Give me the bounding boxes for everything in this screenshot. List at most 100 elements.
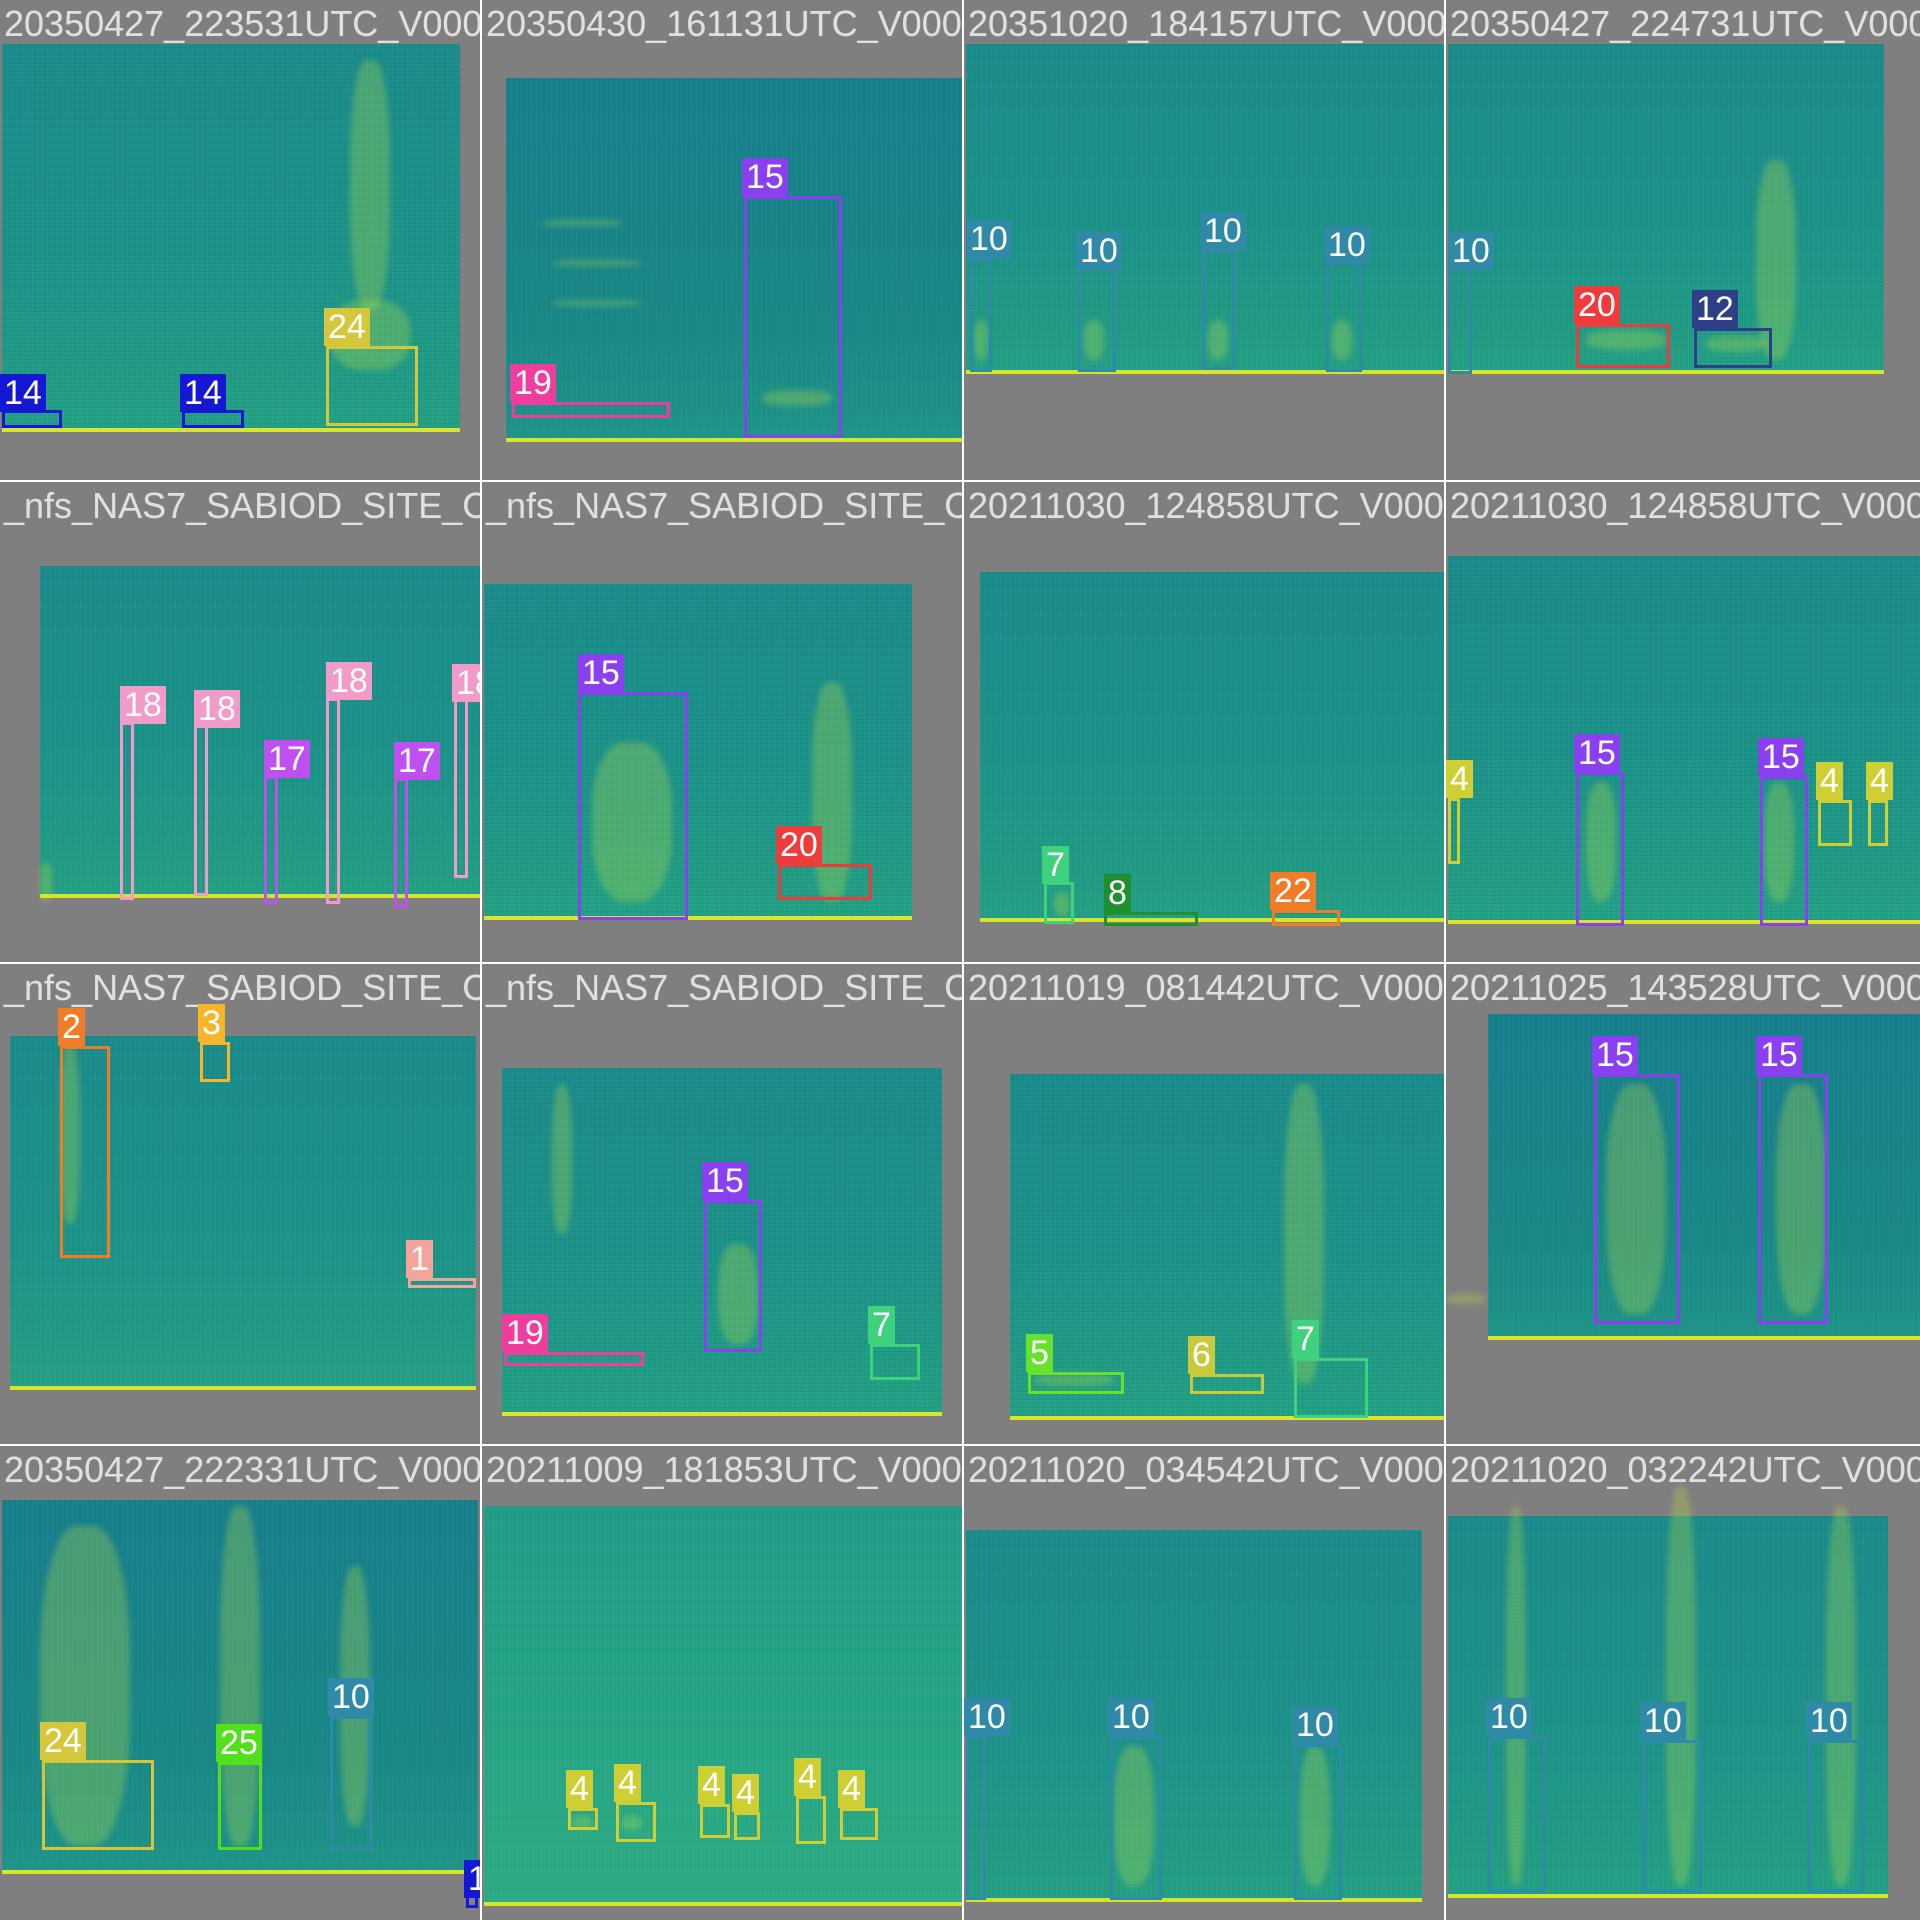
call-trace (1776, 1084, 1826, 1314)
call-trace (718, 1244, 758, 1344)
call-trace (350, 60, 390, 310)
spectrogram-baseline (502, 1412, 942, 1416)
tile-filename: 20211020_032242UTC_V00031.wav_24.jpg (1450, 1449, 1920, 1490)
call-trace (552, 260, 642, 266)
detection-box (1642, 1740, 1702, 1892)
call-trace (1666, 1486, 1696, 1886)
detection-label: 10 (1324, 226, 1370, 264)
detection-box (568, 1808, 598, 1830)
detection-label: 10 (964, 1698, 1010, 1736)
mosaic-tile: 20211025_143528UTC_V00031.wav_12.jpg 15 15 (1446, 964, 1920, 1444)
spectrogram (2, 1500, 478, 1874)
detection-box (700, 1804, 730, 1838)
detection-label: 14 (464, 1860, 480, 1898)
tile-filename: _nfs_NAS7_SABIOD_SITE_CARIMAM_DATA_HUMPB… (486, 485, 962, 526)
detection-box (326, 698, 340, 904)
detection-label: 24 (324, 308, 370, 346)
detection-label: 18 (194, 690, 240, 728)
mosaic-tile: 20350427_222331UTC_V00031.wav_13.jpg 24 25… (0, 1446, 480, 1920)
spectrogram (506, 78, 962, 442)
tile-filename: 20350427_223531UTC_V00031.wav_03.jpg (4, 3, 480, 44)
detection-label: 4 (1866, 762, 1893, 800)
detection-box (1326, 262, 1362, 372)
detection-label: 10 (1108, 1698, 1154, 1736)
detection-box (1760, 776, 1808, 926)
mosaic-tile: _nfs_NAS7_SABIOD_SITE_CARIMAM_DATA_HUMPB… (0, 964, 480, 1444)
detection-box (796, 1796, 826, 1844)
detection-box (1818, 800, 1852, 846)
detection-label: 15 (1756, 1036, 1802, 1074)
detection-label: 8 (1104, 874, 1131, 912)
spectrogram-baseline (506, 438, 962, 442)
detection-label: 4 (566, 1770, 593, 1808)
spectrogram-baseline (1448, 370, 1884, 374)
mosaic-tile: 20350430_161131UTC_V00031.wav_13.jpg 15 19 (482, 0, 962, 480)
spectrogram (1448, 556, 1920, 924)
detection-label: 10 (966, 220, 1012, 258)
detection-box (616, 1802, 656, 1842)
detection-label: 14 (180, 374, 226, 412)
call-trace (40, 862, 52, 902)
detection-label: 17 (264, 740, 310, 778)
spectrogram-baseline (10, 1386, 476, 1390)
mosaic-tile: 20350427_224731UTC_V00031.wav_13.jpg 10 20… (1446, 0, 1920, 480)
call-trace (1826, 1506, 1856, 1886)
call-trace (40, 1526, 130, 1846)
spectrogram (40, 566, 480, 898)
detection-box (744, 196, 842, 438)
detection-label: 25 (216, 1724, 262, 1762)
detection-box (1078, 260, 1116, 372)
detection-label: 10 (1200, 212, 1246, 250)
spectrogram-baseline (1448, 1894, 1888, 1898)
detection-box (42, 1760, 154, 1850)
detection-box (1808, 1740, 1864, 1892)
mosaic-tile: _nfs_NAS7_SABIOD_SITE_CARIMAM_DATA_HUMPB… (0, 482, 480, 962)
call-trace (542, 220, 622, 226)
spectrogram-baseline (484, 916, 912, 920)
tile-filename: _nfs_NAS7_SABIOD_SITE_CARIMAM_DATA_HUMPB… (4, 967, 480, 1008)
detection-box (454, 698, 468, 878)
detection-label: 4 (794, 1758, 821, 1796)
detection-label: 4 (698, 1766, 725, 1804)
detection-box (1272, 910, 1340, 926)
detection-box (200, 1042, 230, 1082)
tile-filename: 20211009_181853UTC_V00031.wav_18.jpg (486, 1449, 962, 1490)
tile-filename: 20351020_184157UTC_V00031.wav_05.jpg (968, 3, 1444, 44)
spectrogram-baseline (2, 1870, 478, 1874)
mosaic-tile: _nfs_NAS7_SABIOD_SITE_CARIMAM_DATA_HUMPB… (482, 482, 962, 962)
detection-label: 17 (394, 742, 440, 780)
detection-box (704, 1200, 762, 1352)
tile-filename: 20211030_124858UTC_V00031.wav_18.jpg (1450, 485, 1920, 526)
spectrogram-baseline (40, 894, 480, 898)
detection-label: 15 (1592, 1036, 1638, 1074)
detection-box (1448, 262, 1472, 374)
detection-label: 15 (702, 1162, 748, 1200)
detection-label: 10 (1076, 232, 1122, 270)
detection-label: 14 (0, 374, 46, 412)
detection-label: 4 (614, 1764, 641, 1802)
detection-box (1594, 1074, 1680, 1324)
mosaic-tile: 20211030_124858UTC_V00031.wav_12.jpg 78 22 (964, 482, 1444, 962)
detection-box (1028, 1372, 1124, 1394)
spectrogram (502, 1068, 942, 1416)
tile-filename: 20350430_161131UTC_V00031.wav_13.jpg (486, 3, 962, 44)
detection-box (1694, 328, 1772, 368)
detection-box (512, 402, 670, 418)
detection-box (970, 258, 992, 372)
detection-box (330, 1716, 372, 1850)
call-trace (1586, 782, 1616, 902)
call-trace (1208, 320, 1228, 360)
spectrogram (966, 1530, 1422, 1902)
mosaic-tile: _nfs_NAS7_SABIOD_SITE_CARIMAM_DATA_HUMPB… (482, 964, 962, 1444)
call-trace (1034, 1374, 1114, 1386)
detection-box (966, 1736, 986, 1900)
call-trace (60, 1044, 80, 1224)
detection-label: 4 (1816, 762, 1843, 800)
mosaic-tile: 20350427_223531UTC_V00031.wav_03.jpg 14 14… (0, 0, 480, 480)
detection-label: 10 (328, 1678, 374, 1716)
detection-box (1294, 1744, 1342, 1900)
mosaic-tile: 20211020_032242UTC_V00031.wav_24.jpg 10 10… (1446, 1446, 1920, 1920)
call-trace (1586, 330, 1666, 350)
mosaic-tile: 20211019_081442UTC_V00031.wav_14.jpg 5 6 7 (964, 964, 1444, 1444)
detection-box (778, 864, 872, 900)
